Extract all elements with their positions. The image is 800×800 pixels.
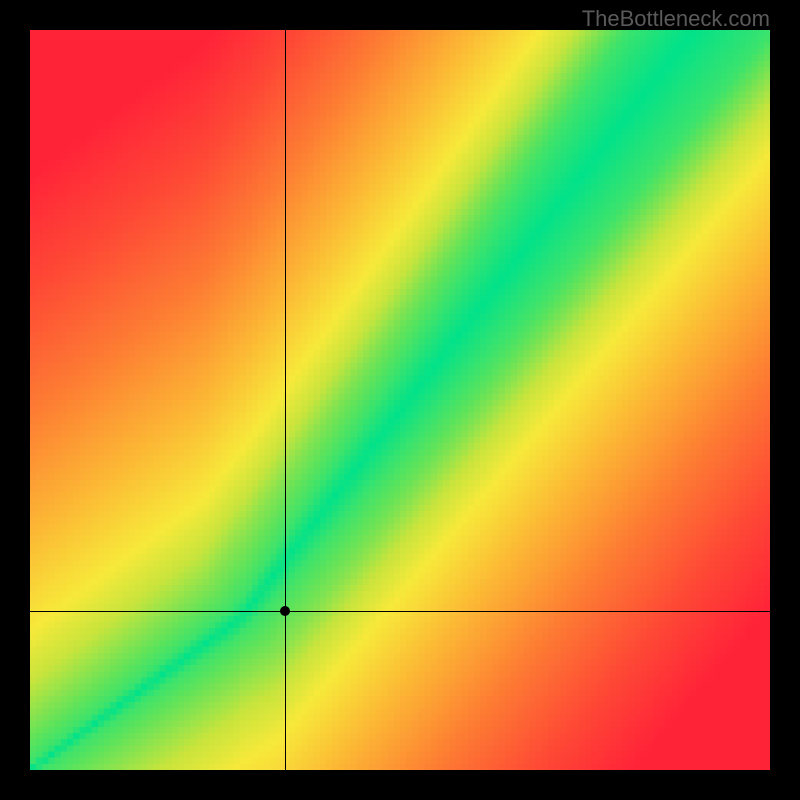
heatmap-canvas [30,30,770,770]
data-point-marker [280,606,290,616]
crosshair-vertical [285,30,286,770]
watermark-text: TheBottleneck.com [582,6,770,32]
heatmap-plot [30,30,770,770]
crosshair-horizontal [30,611,770,612]
